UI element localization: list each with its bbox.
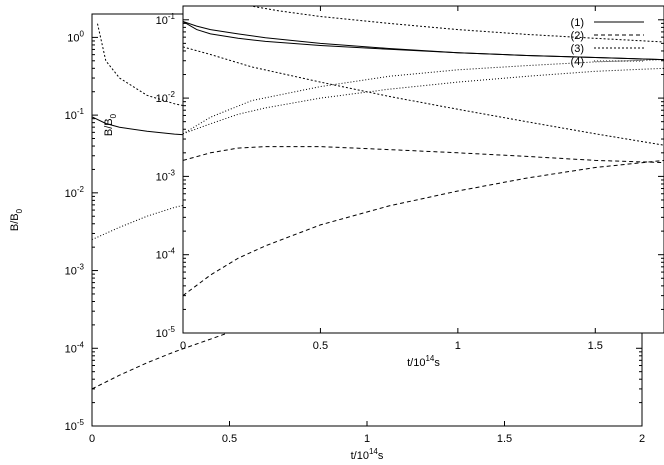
outer-x-tick-label: 0.5 [222,433,237,445]
inset-y-tick-label: 10-5 [156,325,176,340]
outer-y-tick-label: 10-4 [65,340,85,355]
legend-label-4: (4) [571,56,584,68]
inset-y-tick-label: 10-3 [156,168,176,183]
outer-x-tick-label: 0 [89,433,95,445]
legend-label-3: (3) [571,43,584,55]
inset-plot-area [183,6,664,333]
inset-series-8-line [183,67,664,135]
outer-x-tick-label: 2 [639,433,645,445]
inset-x-axis-title: t/1014s [407,354,440,369]
inset-x-tick-label: 1 [455,340,461,352]
outer-x-tick-label: 1 [364,433,370,445]
inset-series-6-line [183,159,664,297]
outer-y-tick-label: 100 [67,29,84,44]
inset-x-tick-label: 1.5 [588,340,603,352]
outer-x-axis-title: t/1014s [351,447,384,462]
inset-series-3-line [183,46,664,146]
inset-y-tick-label: 10-2 [156,90,176,105]
inset-series-2-line [183,146,664,164]
outer-y-axis-title: B/B0 [9,208,24,231]
legend-label-1: (1) [571,17,584,29]
inset-series-5-line [183,21,664,61]
outer-y-tick-label: 10-1 [65,107,85,122]
inset-x-tick-label: 0.5 [313,340,328,352]
outer-y-tick-label: 10-3 [65,263,85,278]
outer-y-tick-label: 10-2 [65,185,85,200]
inset-series-group [183,6,664,297]
outer-y-tick-label: 10-5 [65,418,85,433]
outer-x-tick-label: 1.5 [497,433,512,445]
legend-label-2: (2) [571,30,584,42]
inset-chart: 0 0.5 1 1.5 10-5 10-4 10-3 10-2 10-1 t/1014s B/B0 (… [103,5,664,369]
inset-y-axis-title: B/B0 [103,113,118,136]
inset-series-7-line [247,6,664,43]
inset-y-tick-label: 10-1 [156,12,176,27]
inset-frame [182,5,664,334]
inset-y-tick-label: 10-4 [156,247,176,262]
inset-series-4-line [183,59,664,135]
inset-x-tick-label: 0 [180,340,186,352]
